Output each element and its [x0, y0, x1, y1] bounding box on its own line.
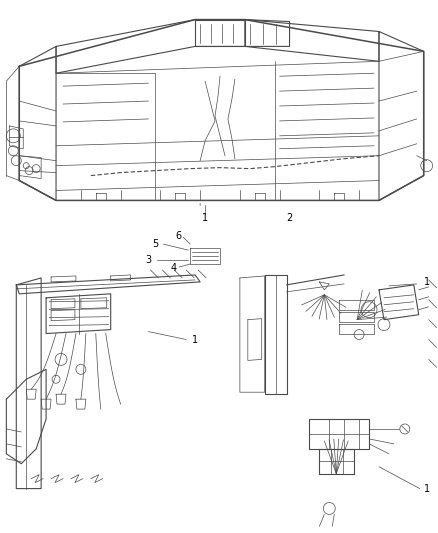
- Text: 6: 6: [175, 231, 181, 241]
- Text: 1: 1: [192, 335, 198, 344]
- Text: 1: 1: [201, 213, 208, 223]
- Text: 2: 2: [286, 213, 292, 223]
- Text: 3: 3: [145, 255, 151, 265]
- Text: 4: 4: [170, 263, 176, 273]
- Text: 1: 1: [423, 483, 429, 494]
- Text: 5: 5: [152, 239, 158, 249]
- Text: 1: 1: [423, 277, 429, 287]
